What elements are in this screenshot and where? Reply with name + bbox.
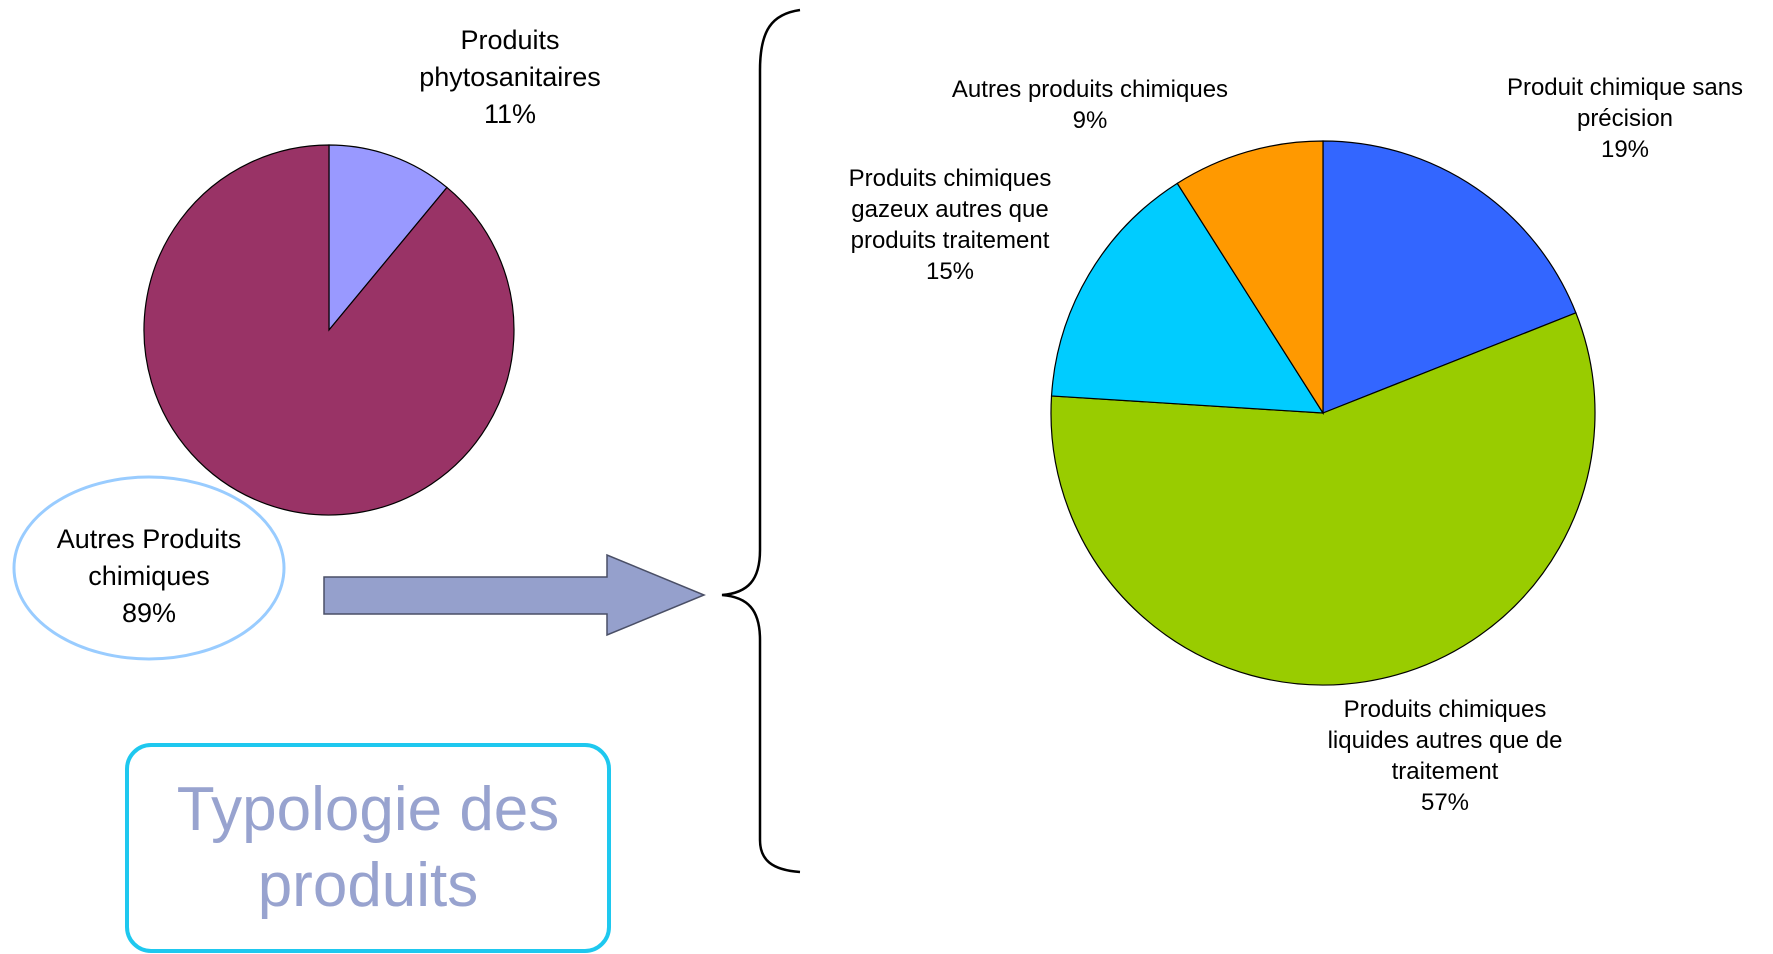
title-line-2: produits [257, 851, 479, 920]
slice-label-percent: 19% [1600, 136, 1650, 163]
slice-label-line: liquides autres que de [1327, 727, 1563, 754]
pie-slice-2 [1050, 182, 1325, 414]
slice-label-percent: 11% [483, 99, 537, 129]
slice-label-line: traitement [1391, 758, 1499, 785]
slice-label-percent: 9% [1072, 107, 1108, 134]
slice-label-line: chimiques [88, 561, 210, 591]
pie-slice-1 [143, 144, 515, 516]
slice-label-autres-produits: Autres produits chimiques 9% [930, 74, 1250, 136]
slice-label-line: Produits chimiques [848, 165, 1052, 192]
pie-slice-1 [1050, 312, 1596, 686]
highlight-ellipse [12, 475, 286, 661]
slice-label-percent: 57% [1420, 789, 1470, 816]
slice-label-line: produits traitement [850, 227, 1050, 254]
title-box: Typologie des produits [125, 743, 611, 953]
slice-label-line: Produits chimiques [1343, 696, 1547, 723]
slice-label-line: Autres Produits [56, 524, 242, 554]
title-line-1: Typologie des [176, 775, 560, 844]
right-arrow-icon [323, 553, 706, 637]
slice-label-liquides: Produits chimiques liquides autres que d… [1295, 694, 1595, 818]
pie-slice-3 [1176, 140, 1324, 416]
slice-label-sans-precision: Produit chimique sans précision 19% [1475, 72, 1773, 165]
slice-label-gazeux: Produits chimiques gazeux autres que pro… [820, 163, 1080, 287]
slice-label-line: Produit chimique sans [1506, 74, 1744, 101]
slice-label-percent: 89% [121, 598, 177, 628]
slice-label-line: phytosanitaires [419, 62, 601, 92]
slice-label-line: précision [1576, 105, 1674, 132]
pie-slice-0 [1322, 140, 1577, 414]
curly-brace [721, 8, 801, 874]
pie-chart-other-chemicals [1050, 140, 1596, 686]
pie-slice-0 [328, 144, 448, 332]
slice-label-phytosanitaires: Produits phytosanitaires 11% [395, 22, 625, 133]
slice-label-line: Autres produits chimiques [951, 76, 1229, 103]
slice-label-line: gazeux autres que [851, 196, 1049, 223]
slice-label-percent: 15% [925, 258, 975, 285]
pie-chart-product-split [143, 144, 515, 516]
slice-label-autres-produits-chimiques: Autres Produits chimiques 89% [24, 521, 274, 632]
slice-label-line: Produits [460, 25, 560, 55]
